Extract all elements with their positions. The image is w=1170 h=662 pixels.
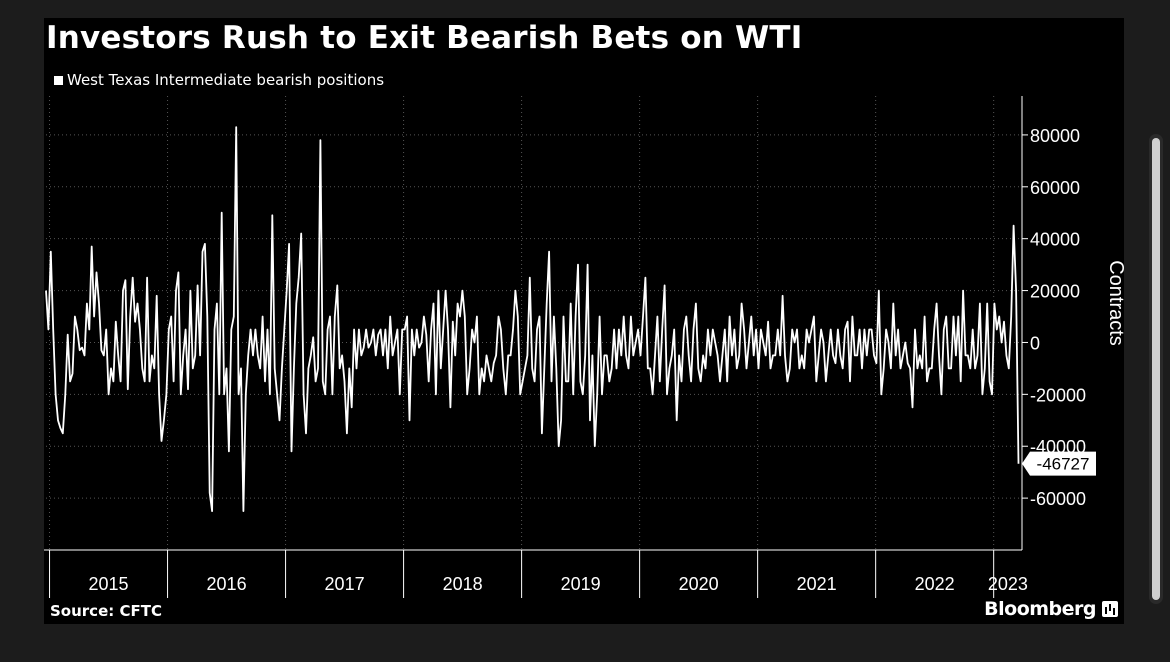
chart-card: Investors Rush to Exit Bearish Bets on W… [44, 18, 1124, 624]
x-tick-label: 2021 [797, 574, 837, 594]
y-tick-label: 60000 [1030, 178, 1080, 198]
y-tick-label: 0 [1030, 333, 1040, 353]
line-chart: 2015 2016 2017 2018 2019 2020 2021 2022 2023 8000… [44, 96, 1124, 598]
series-line [45, 126, 1020, 513]
bloomberg-logo: Bloomberg [984, 598, 1118, 620]
x-tick-label: 2023 [988, 574, 1028, 594]
x-tick-label: 2022 [915, 574, 955, 594]
scrollbar-thumb[interactable] [1152, 138, 1160, 600]
y-tick-label: 20000 [1030, 282, 1080, 302]
legend-label: West Texas Intermediate bearish position… [67, 71, 385, 89]
x-tick-label: 2016 [207, 574, 247, 594]
y-axis-label: Contracts [1105, 260, 1124, 346]
x-tick-label: 2015 [89, 574, 129, 594]
x-tick-label: 2019 [561, 574, 601, 594]
bloomberg-chart-icon [1102, 601, 1118, 617]
x-tick-label: 2020 [679, 574, 719, 594]
y-tick-label: 80000 [1030, 126, 1080, 146]
legend: West Texas Intermediate bearish position… [54, 71, 384, 89]
legend-swatch [54, 75, 63, 85]
y-tick-label: 40000 [1030, 230, 1080, 250]
svg-text:-46727: -46727 [1037, 455, 1090, 474]
y-tick-label: -20000 [1030, 385, 1086, 405]
y-tick-label: -60000 [1030, 489, 1086, 509]
x-tick-label: 2017 [325, 574, 365, 594]
chart-title: Investors Rush to Exit Bearish Bets on W… [46, 20, 803, 56]
brand-name: Bloomberg [984, 598, 1096, 620]
last-value-label: -46727 [1022, 451, 1096, 476]
x-tick-label: 2018 [443, 574, 483, 594]
source-note: Source: CFTC [50, 602, 162, 620]
